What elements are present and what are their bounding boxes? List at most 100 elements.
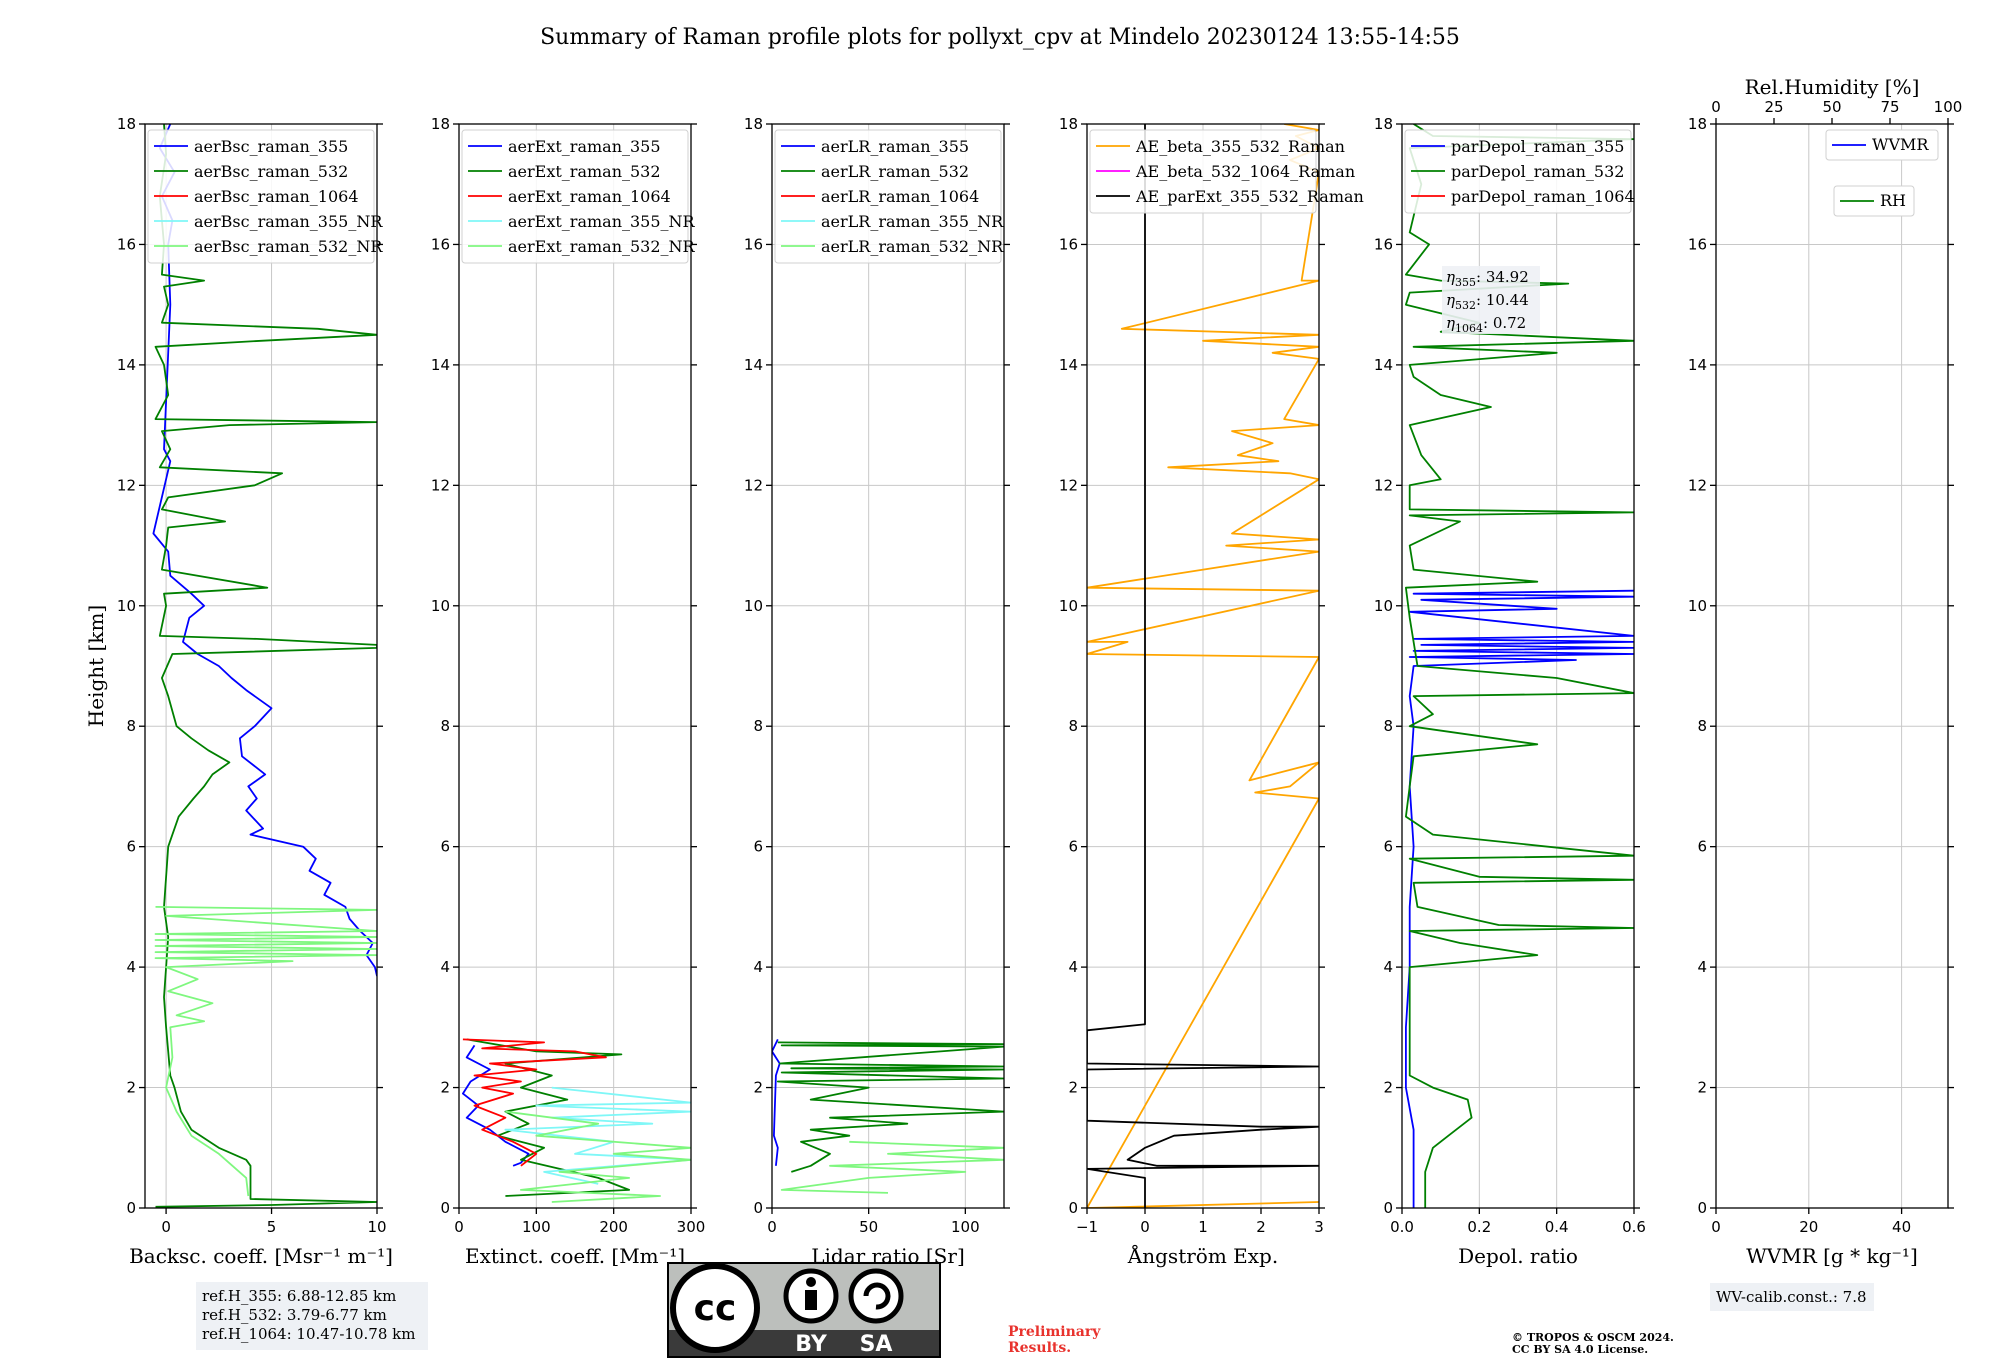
ytick-label-bsc: 6 xyxy=(126,838,136,856)
ytick-label-depol: 14 xyxy=(1374,356,1393,374)
ytick-label-ext: 10 xyxy=(431,597,450,615)
xtick-label-lr: 0 xyxy=(767,1218,777,1236)
ytick-label-lr: 8 xyxy=(753,717,763,735)
cc-by-sa-logo: cc BY SA xyxy=(667,1262,941,1358)
top-xlabel-wv: Rel.Humidity [%] xyxy=(1745,75,1920,99)
copyright-line2: CC BY SA 4.0 License. xyxy=(1512,1343,1648,1356)
eta-annotation-box xyxy=(1442,266,1540,334)
axes-frame-bsc xyxy=(144,123,378,1209)
ytick-label-depol: 8 xyxy=(1383,717,1393,735)
legend-label-aerExt_raman_355_NR: aerExt_raman_355_NR xyxy=(508,212,696,231)
panel-ext: 0 2 4 6 8 10 12 14 16 18 0 100 200 300 Extinct. coeff.… xyxy=(431,115,705,1268)
legend-label-WVMR: WVMR xyxy=(1872,135,1929,154)
legend-box-ext xyxy=(461,129,689,264)
series-line-aerExt_raman_355 xyxy=(461,1044,530,1167)
legend-label-AE_beta_355_532_Raman: AE_beta_355_532_Raman xyxy=(1135,137,1345,156)
series-line-aerLR_raman_532_NR xyxy=(780,1140,1004,1194)
ytick-label-depol: 10 xyxy=(1374,597,1393,615)
ytick-label-ext: 18 xyxy=(431,115,450,133)
xtick-label-ext: 300 xyxy=(677,1218,706,1236)
ytick-label-ae: 4 xyxy=(1068,958,1078,976)
ref-h-532-text: ref.H_532: 3.79-6.77 km xyxy=(202,1306,387,1324)
xtick-label-wv: 40 xyxy=(1892,1218,1911,1236)
legend-box-lr xyxy=(774,129,1002,264)
xlabel-bsc: Backsc. coeff. [Msr⁻¹ m⁻¹] xyxy=(129,1244,393,1268)
legend-label-AE_beta_532_1064_Raman: AE_beta_532_1064_Raman xyxy=(1135,162,1355,181)
series-line-aerBsc_raman_532 xyxy=(154,124,377,1208)
panel-bsc: 0 2 4 6 8 10 12 14 16 18 0 5 10 Backsc. coeff. [Msr⁻¹… xyxy=(84,115,393,1268)
series-line-aerExt_raman_1064 xyxy=(462,1038,607,1167)
preliminary-line1: Preliminary xyxy=(1008,1324,1101,1340)
ytick-label-ext: 2 xyxy=(440,1079,450,1097)
ytick-label-ae: 0 xyxy=(1068,1199,1078,1217)
ytick-label-wv: 18 xyxy=(1688,115,1707,133)
series-group-depol xyxy=(1405,124,1634,1208)
eta-annotation-1064: η1064: 0.72 xyxy=(1446,314,1526,335)
xtick-label-ae: 0 xyxy=(1140,1218,1150,1236)
eta-annotation-355: η355: 34.92 xyxy=(1446,268,1529,289)
sa-share-alike-icon xyxy=(848,1268,904,1324)
legend-label-aerLR_raman_1064: aerLR_raman_1064 xyxy=(821,187,979,206)
series-line-aerLR_raman_532 xyxy=(776,1041,1004,1173)
series-line-parDepol_raman_355 xyxy=(1405,589,1634,1208)
ytick-label-depol: 12 xyxy=(1374,476,1393,494)
ytick-label-lr: 2 xyxy=(753,1079,763,1097)
ytick-label-wv: 10 xyxy=(1688,597,1707,615)
ytick-label-lr: 4 xyxy=(753,958,763,976)
series-line-AE_beta_355_532_Raman xyxy=(1087,124,1319,1208)
xlabel-wv: WVMR [g * kg⁻¹] xyxy=(1746,1244,1918,1268)
legend-label-aerLR_raman_532: aerLR_raman_532 xyxy=(821,162,969,181)
xlabel-depol: Depol. ratio xyxy=(1458,1244,1578,1268)
xtick-label-ext: 100 xyxy=(522,1218,551,1236)
series-line-parDepol_raman_532 xyxy=(1405,124,1634,1208)
ytick-label-lr: 18 xyxy=(744,115,763,133)
legend-label-parDepol_raman_532: parDepol_raman_532 xyxy=(1451,162,1624,181)
ytick-label-depol: 16 xyxy=(1374,235,1393,253)
xtick-label-wv: 0 xyxy=(1711,1218,1721,1236)
ytick-label-depol: 4 xyxy=(1383,958,1393,976)
legend-label-aerBsc_raman_355: aerBsc_raman_355 xyxy=(194,137,348,156)
xtick-label-bsc: 0 xyxy=(161,1218,171,1236)
xtick-label-lr: 50 xyxy=(859,1218,878,1236)
legend-label-aerBsc_raman_1064: aerBsc_raman_1064 xyxy=(194,187,359,206)
panel-depol: 0 2 4 6 8 10 12 14 16 18 0.0 0.2 0.4 0.6 Depol. ratio p… xyxy=(1374,115,1646,1268)
series-line-aerBsc_raman_532_NR xyxy=(154,906,377,1197)
legend-label-aerBsc_raman_355_NR: aerBsc_raman_355_NR xyxy=(194,212,383,231)
series-group-lr xyxy=(772,1039,1004,1194)
series-group-ext xyxy=(461,1038,691,1203)
ytick-label-wv: 4 xyxy=(1697,958,1707,976)
by-person-body-icon xyxy=(805,1290,817,1310)
ytick-label-ext: 8 xyxy=(440,717,450,735)
ytick-label-ext: 12 xyxy=(431,476,450,494)
ytick-label-depol: 2 xyxy=(1383,1079,1393,1097)
ytick-label-depol: 0 xyxy=(1383,1199,1393,1217)
ytick-label-lr: 6 xyxy=(753,838,763,856)
axes-frame-ext xyxy=(458,123,692,1209)
ytick-label-bsc: 0 xyxy=(126,1199,136,1217)
ytick-label-bsc: 16 xyxy=(117,235,136,253)
legend-label-AE_parExt_355_532_Raman: AE_parExt_355_532_Raman xyxy=(1135,187,1364,206)
panels: 0 2 4 6 8 10 12 14 16 18 0 5 10 Backsc. coeff. [Msr⁻¹… xyxy=(84,75,1962,1268)
top-xtick-label-wv: 100 xyxy=(1934,98,1963,116)
series-group-bsc xyxy=(152,124,377,1208)
legend-label-parDepol_raman_1064: parDepol_raman_1064 xyxy=(1451,187,1635,206)
wv-calib-box: WV-calib.const.: 7.8 xyxy=(1710,1283,1874,1311)
ytick-label-lr: 16 xyxy=(744,235,763,253)
ytick-label-bsc: 12 xyxy=(117,476,136,494)
axes-frame-depol xyxy=(1401,123,1635,1209)
ref-height-box-bg xyxy=(196,1282,428,1350)
xlabel-ae: Ångström Exp. xyxy=(1127,1243,1278,1268)
series-line-aerBsc_raman_355 xyxy=(152,124,377,977)
ytick-label-ae: 2 xyxy=(1068,1079,1078,1097)
ytick-label-ext: 16 xyxy=(431,235,450,253)
ytick-label-ae: 8 xyxy=(1068,717,1078,735)
xtick-label-bsc: 5 xyxy=(267,1218,277,1236)
top-xtick-label-wv: 25 xyxy=(1764,98,1783,116)
ytick-label-ext: 14 xyxy=(431,356,450,374)
copyright-line1: © TROPOS & OSCM 2024. xyxy=(1512,1331,1674,1344)
series-line-aerExt_raman_355_NR xyxy=(504,1086,691,1185)
ytick-label-depol: 6 xyxy=(1383,838,1393,856)
axes-frame-wv xyxy=(1715,123,1949,1209)
legend-label-parDepol_raman_355: parDepol_raman_355 xyxy=(1451,137,1624,156)
